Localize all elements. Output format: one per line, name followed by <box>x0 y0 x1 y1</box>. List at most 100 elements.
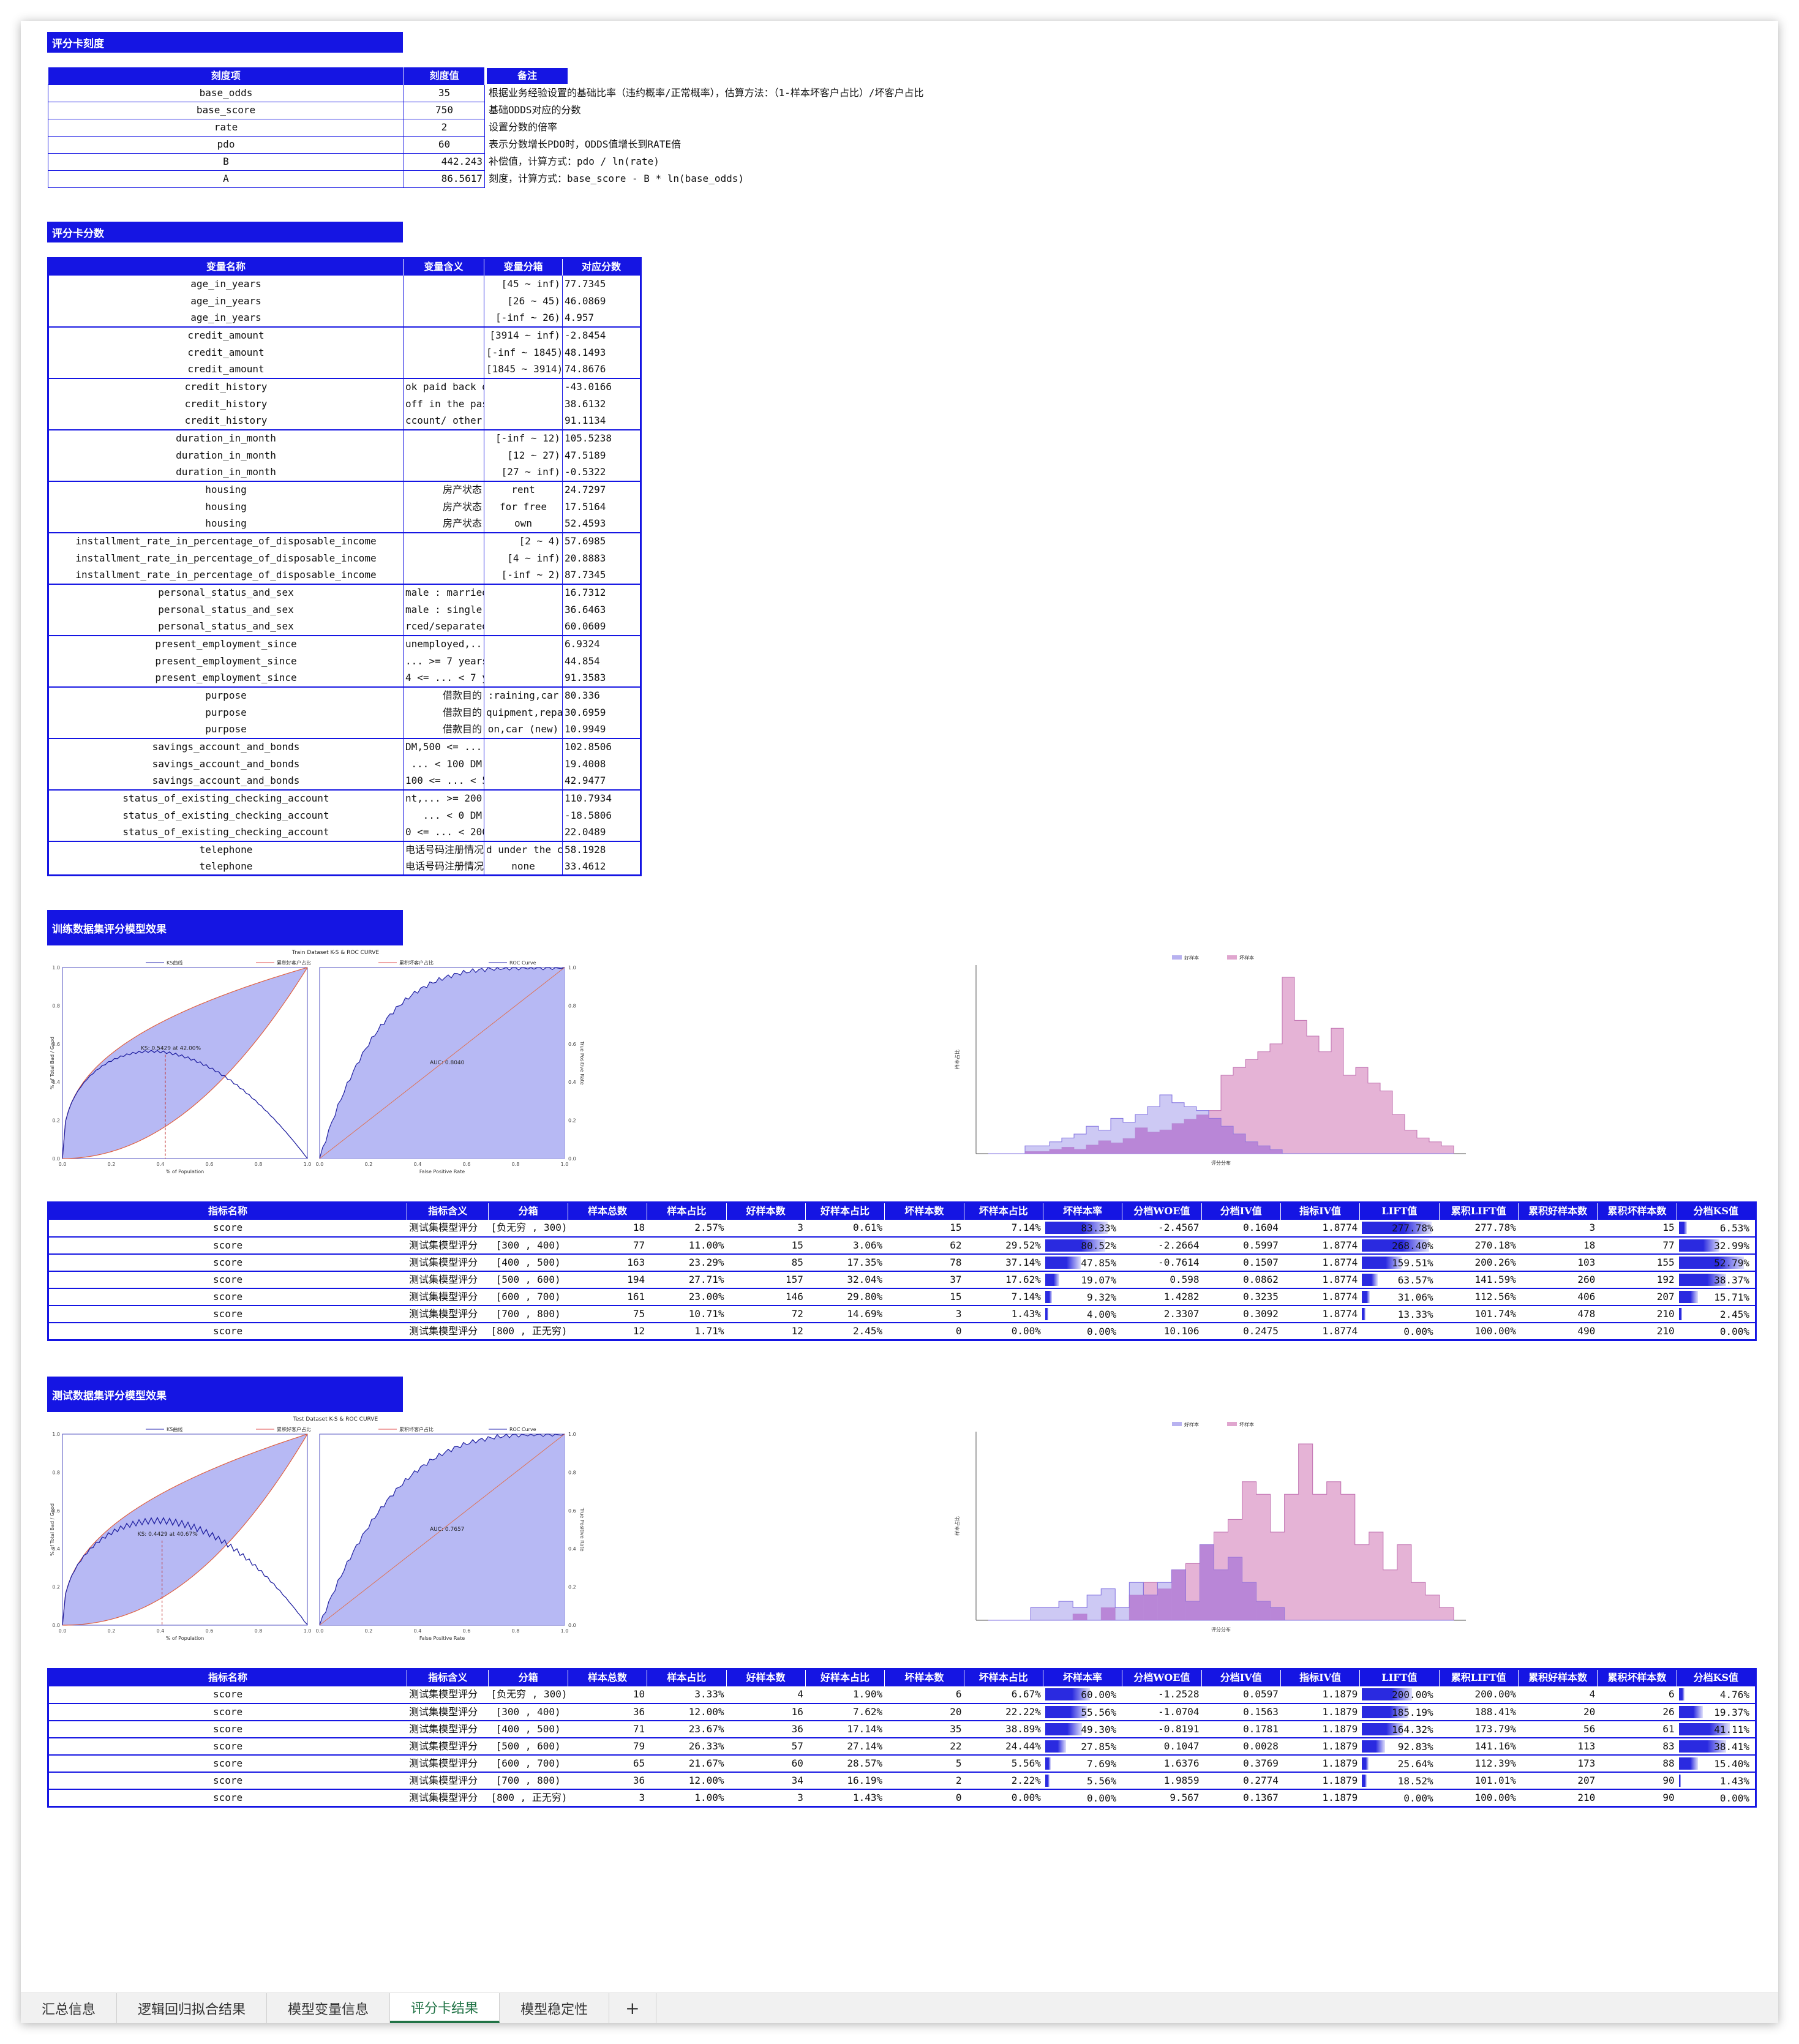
param-value[interactable]: 442.243 <box>404 152 485 171</box>
metric-cell[interactable]: 1.1879 <box>1280 1720 1361 1738</box>
metric-cell[interactable]: 61 <box>1597 1720 1677 1738</box>
metric-cell[interactable]: 32.99% <box>1676 1236 1757 1255</box>
variable-score[interactable]: 30.6959 <box>562 704 641 721</box>
metric-cell[interactable]: 1.1879 <box>1280 1703 1361 1721</box>
variable-score[interactable]: 24.7297 <box>562 480 641 498</box>
sheet-tab[interactable]: 汇总信息 <box>21 1993 118 2023</box>
variable-bin[interactable]: [-inf ~ 2) <box>484 566 563 584</box>
metric-cell[interactable]: 71 <box>567 1720 648 1738</box>
variable-meaning[interactable]: nt,... >= 200 DM / salary a <box>403 789 484 807</box>
metric-cell[interactable]: 15 <box>1597 1219 1677 1238</box>
metric-cell[interactable]: 0 <box>884 1789 964 1807</box>
metric-cell[interactable]: [500 , 600) <box>488 1737 568 1756</box>
metric-cell[interactable]: 63.57% <box>1359 1271 1440 1289</box>
metric-cell[interactable]: 41.11% <box>1676 1720 1757 1738</box>
metric-cell[interactable]: 277.78% <box>1438 1219 1519 1238</box>
metric-cell[interactable]: 36 <box>567 1703 648 1721</box>
variable-bin[interactable]: [26 ~ 45) <box>484 292 563 310</box>
metric-cell[interactable]: 12.00% <box>647 1703 727 1721</box>
metric-cell[interactable]: 24.44% <box>963 1737 1043 1756</box>
metric-cell[interactable]: 1.4282 <box>1122 1288 1202 1306</box>
param-value[interactable]: 60 <box>404 135 485 154</box>
variable-score[interactable]: 77.7345 <box>562 275 641 293</box>
variable-bin[interactable] <box>484 789 563 807</box>
metric-cell[interactable]: 55.56% <box>1042 1703 1123 1721</box>
metric-cell[interactable]: 27.85% <box>1042 1737 1123 1756</box>
variable-name[interactable]: savings_account_and_bonds <box>48 737 404 756</box>
param-note[interactable]: 设置分数的倍率 <box>489 121 558 133</box>
variable-score[interactable]: 57.6985 <box>562 532 641 550</box>
variable-name[interactable]: housing <box>48 515 404 533</box>
variable-bin[interactable] <box>484 806 563 824</box>
metric-cell[interactable]: [600 , 700) <box>488 1288 568 1306</box>
metric-cell[interactable]: 0.00% <box>1676 1789 1757 1807</box>
metric-cell[interactable]: 2.22% <box>963 1772 1043 1790</box>
metric-cell[interactable]: 1.1879 <box>1280 1754 1361 1773</box>
metric-cell[interactable]: 38.89% <box>963 1720 1043 1738</box>
metric-cell[interactable]: 测试集模型评分 <box>407 1754 489 1773</box>
metric-cell[interactable]: 1.8774 <box>1280 1253 1361 1272</box>
metric-cell[interactable]: 2.45% <box>805 1322 885 1340</box>
metric-cell[interactable]: 0.1604 <box>1201 1219 1281 1238</box>
param-item[interactable]: rate <box>48 118 404 137</box>
metric-cell[interactable]: 0.3235 <box>1201 1288 1281 1306</box>
variable-score[interactable]: 47.5189 <box>562 446 641 464</box>
metric-cell[interactable]: 20 <box>1517 1703 1598 1721</box>
metric-cell[interactable]: 0.0028 <box>1201 1737 1281 1756</box>
metric-cell[interactable]: 200.00% <box>1438 1686 1519 1704</box>
metric-cell[interactable]: 210 <box>1517 1789 1598 1807</box>
metric-cell[interactable]: 6.67% <box>963 1686 1043 1704</box>
metric-cell[interactable]: 0.2475 <box>1201 1322 1281 1340</box>
metric-cell[interactable]: 207 <box>1597 1288 1677 1306</box>
variable-name[interactable]: personal_status_and_sex <box>48 601 404 618</box>
metric-cell[interactable]: 10.71% <box>647 1305 727 1323</box>
metric-cell[interactable]: 77 <box>567 1236 648 1255</box>
metric-cell[interactable]: 10.106 <box>1122 1322 1202 1340</box>
variable-bin[interactable] <box>484 824 563 841</box>
metric-cell[interactable]: 113 <box>1517 1737 1598 1756</box>
metric-cell[interactable]: 100.00% <box>1438 1322 1519 1340</box>
variable-score[interactable]: 17.5164 <box>562 498 641 516</box>
metric-cell[interactable]: 1.8774 <box>1280 1219 1361 1238</box>
metric-cell[interactable]: 测试集模型评分 <box>407 1737 489 1756</box>
metric-cell[interactable]: 83.33% <box>1042 1219 1123 1238</box>
metric-cell[interactable]: 15.40% <box>1676 1754 1757 1773</box>
metric-cell[interactable]: 测试集模型评分 <box>407 1720 489 1738</box>
variable-bin[interactable] <box>484 377 563 396</box>
metric-cell[interactable]: 1.8774 <box>1280 1236 1361 1255</box>
metric-cell[interactable]: 38.41% <box>1676 1737 1757 1756</box>
metric-cell[interactable]: 测试集模型评分 <box>407 1271 489 1289</box>
metric-cell[interactable]: score <box>47 1754 408 1773</box>
metric-cell[interactable]: 1.00% <box>647 1789 727 1807</box>
metric-cell[interactable]: 1.43% <box>1676 1772 1757 1790</box>
metric-cell[interactable]: 0.61% <box>805 1219 885 1238</box>
metric-cell[interactable]: 1.1879 <box>1280 1789 1361 1807</box>
metric-cell[interactable]: 15 <box>884 1219 964 1238</box>
param-note[interactable]: 刻度，计算方式：base_score - B * ln(base_odds) <box>489 173 744 184</box>
variable-name[interactable]: housing <box>48 480 404 498</box>
metric-cell[interactable]: 34 <box>726 1772 806 1790</box>
metric-cell[interactable]: 15 <box>726 1236 806 1255</box>
metric-cell[interactable]: 32.04% <box>805 1271 885 1289</box>
variable-meaning[interactable]: unemployed,... < 1 <box>403 634 484 653</box>
metric-cell[interactable]: score <box>47 1322 408 1340</box>
metric-cell[interactable]: 37 <box>884 1271 964 1289</box>
metric-cell[interactable]: 5.56% <box>963 1754 1043 1773</box>
metric-cell[interactable]: score <box>47 1720 408 1738</box>
variable-bin[interactable] <box>484 772 563 790</box>
variable-bin[interactable]: [1845 ~ 3914) <box>484 361 563 378</box>
metric-cell[interactable]: [负无穷 , 300) <box>488 1686 568 1704</box>
metric-cell[interactable]: 406 <box>1517 1288 1598 1306</box>
metric-cell[interactable]: 161 <box>567 1288 648 1306</box>
metric-cell[interactable]: 65 <box>567 1754 648 1773</box>
metric-cell[interactable]: 52.79% <box>1676 1253 1757 1272</box>
metric-cell[interactable]: [800 , 正无穷) <box>488 1789 568 1807</box>
metric-cell[interactable]: 49.30% <box>1042 1720 1123 1738</box>
metric-cell[interactable]: 测试集模型评分 <box>407 1305 489 1323</box>
variable-bin[interactable]: [27 ~ inf) <box>484 464 563 481</box>
param-note[interactable]: 根据业务经验设置的基础比率（违约概率/正常概率），估算方法：（1-样本坏客户占比… <box>489 87 924 99</box>
metric-cell[interactable]: 1.1879 <box>1280 1737 1361 1756</box>
metric-cell[interactable]: [400 , 500) <box>488 1253 568 1272</box>
metric-cell[interactable]: 9.567 <box>1122 1789 1202 1807</box>
metric-cell[interactable]: 1.71% <box>647 1322 727 1340</box>
